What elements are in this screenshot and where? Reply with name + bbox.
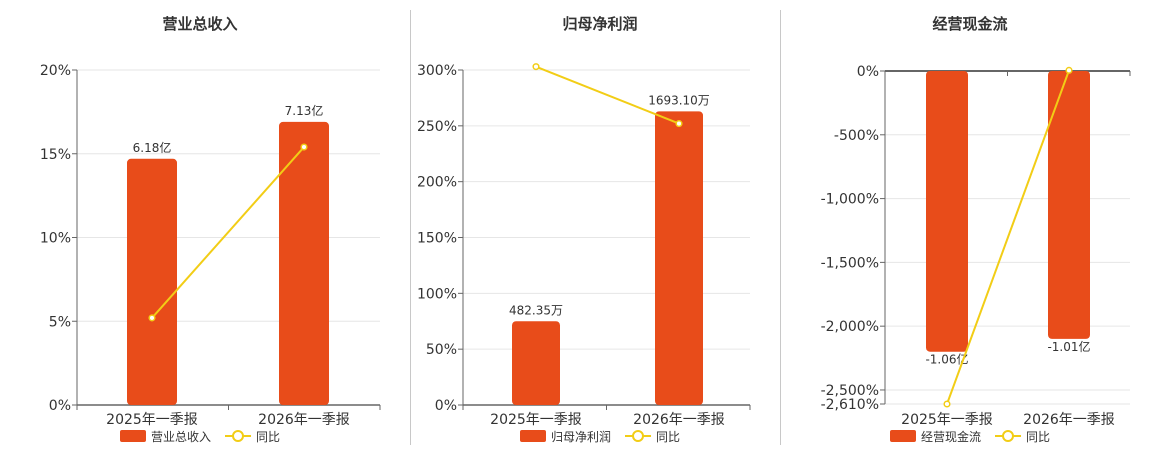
bar: [279, 121, 329, 406]
y-tick-label: 50%: [426, 342, 457, 358]
bar-data-label: 7.13亿: [285, 103, 324, 118]
yoy-point: [300, 143, 308, 151]
cash-flow-chart-panel: 经营现金流 0% -500% -1,000% -1,500% -2,000% -2,500…: [780, 0, 1160, 450]
y-tick-label: 15%: [40, 147, 71, 163]
legend-line-label[interactable]: 同比: [1026, 429, 1051, 444]
chart-legend: 归母净利润 同比: [410, 428, 790, 444]
chart-legend: 经营现金流 同比: [780, 428, 1160, 444]
bar: [127, 158, 177, 405]
bar: [655, 111, 703, 406]
revenue-chart-panel: 营业总收入 0% 5% 10% 15% 20% 2025年一季报 2026年一季报 6.18亿…: [0, 0, 400, 450]
yoy-point: [675, 120, 683, 128]
y-tick-label: 0%: [857, 64, 879, 80]
y-tick-label: -1,500%: [821, 255, 879, 271]
x-category-label: 2026年一季报: [258, 412, 350, 428]
legend-bar-label[interactable]: 归母净利润: [550, 429, 611, 444]
legend-bar-swatch: [889, 430, 916, 442]
legend-line-label[interactable]: 同比: [656, 429, 681, 444]
y-tick-label: 200%: [417, 175, 457, 191]
bar-data-label: -1.06亿: [925, 352, 968, 367]
revenue-chart-plot: 0% 5% 10% 15% 20% 2025年一季报 2026年一季报 6.18亿 7.13亿: [40, 63, 381, 428]
chart-legend: 营业总收入 同比: [0, 428, 400, 444]
net-profit-chart-panel: 归母净利润 0% 50% 100% 150% 200% 250% 300% 2025年一季报 2…: [370, 0, 790, 450]
yoy-line: [535, 65, 680, 125]
bar-data-label: 482.35万: [509, 303, 563, 317]
cash-flow-chart-plot: 0% -500% -1,000% -1,500% -2,000% -2,500%-2,61…: [821, 64, 1131, 428]
yoy-point: [1065, 66, 1073, 74]
legend-bar-swatch: [119, 430, 146, 442]
x-category-label: 2025年一季报: [106, 412, 198, 428]
y-tick-label: -2,610%: [821, 397, 879, 413]
panel-divider: [410, 10, 411, 445]
yoy-point: [943, 400, 951, 408]
y-tick-label: -1,000%: [821, 192, 879, 208]
yoy-point: [532, 63, 540, 71]
y-tick-label: 100%: [417, 286, 457, 302]
x-category-label: 2025年一季报: [490, 412, 582, 428]
y-tick-label: -500%: [834, 128, 879, 144]
legend-bar-swatch: [519, 430, 546, 442]
bar: [926, 71, 968, 352]
y-tick-label: 300%: [417, 63, 457, 79]
y-tick-label: 5%: [49, 314, 71, 330]
legend-line-marker-icon: [995, 430, 1021, 442]
chart-title: 归母净利润: [562, 15, 638, 33]
net-profit-chart-plot: 0% 50% 100% 150% 200% 250% 300% 2025年一季报 2026年一季…: [417, 63, 751, 428]
legend-bar-label[interactable]: 营业总收入: [150, 429, 211, 444]
yoy-line: [151, 146, 305, 319]
y-tick-label: 10%: [40, 231, 71, 247]
y-tick-label: 0%: [49, 398, 71, 414]
y-tick-label: 150%: [417, 231, 457, 247]
chart-title: 营业总收入: [162, 15, 238, 33]
y-tick-label: 0%: [435, 398, 457, 414]
legend-line-label[interactable]: 同比: [256, 429, 281, 444]
bar-data-label: 1693.10万: [648, 93, 710, 107]
chart-title: 经营现金流: [932, 15, 1008, 33]
panel-divider: [780, 10, 781, 445]
y-tick-label: 20%: [40, 63, 71, 79]
legend-line-marker-icon: [625, 430, 651, 442]
bar: [512, 321, 560, 405]
bar: [1048, 71, 1090, 339]
y-tick-label: -2,000%: [821, 319, 879, 335]
bar-data-label: -1.01亿: [1047, 339, 1090, 354]
legend-bar-label[interactable]: 经营现金流: [920, 429, 981, 444]
bar-data-label: 6.18亿: [133, 140, 172, 155]
x-category-label: 2025年一季报: [901, 412, 993, 428]
x-category-label: 2026年一季报: [1023, 412, 1115, 428]
yoy-line: [946, 70, 1070, 405]
x-category-label: 2026年一季报: [633, 412, 725, 428]
yoy-point: [148, 314, 156, 322]
y-tick-label: 250%: [417, 119, 457, 135]
y-tick-label: -2,500%: [821, 383, 879, 399]
legend-line-marker-icon: [225, 430, 251, 442]
